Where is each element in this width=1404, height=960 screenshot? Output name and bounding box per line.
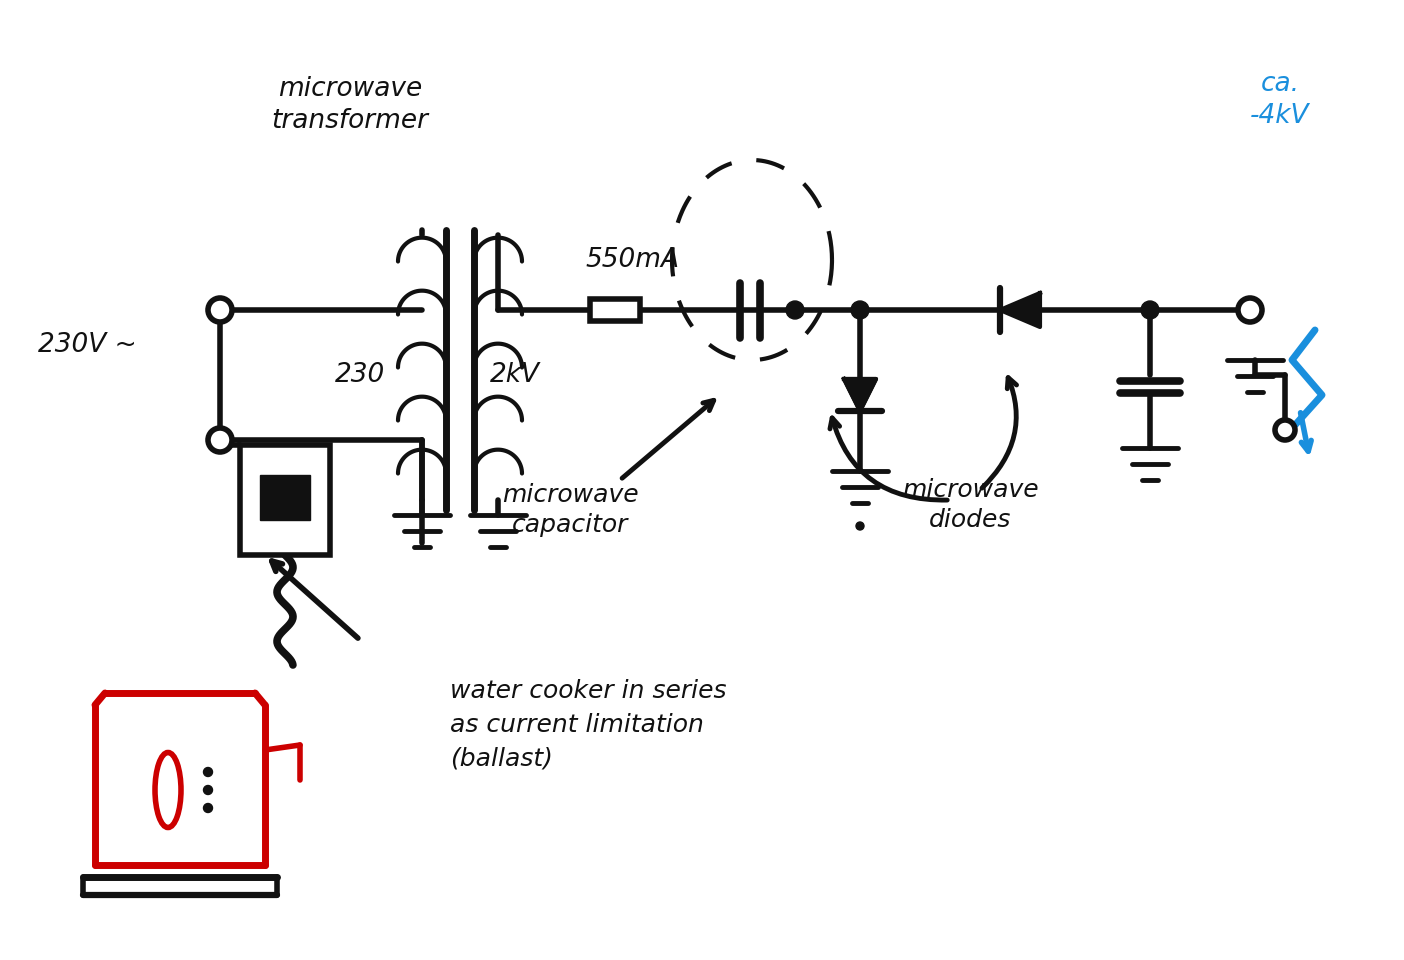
Ellipse shape xyxy=(154,753,181,828)
Circle shape xyxy=(208,298,232,322)
Polygon shape xyxy=(260,475,310,520)
Text: 230V ~: 230V ~ xyxy=(38,332,136,358)
Circle shape xyxy=(1275,420,1294,440)
Circle shape xyxy=(786,301,804,319)
Circle shape xyxy=(208,428,232,452)
Circle shape xyxy=(1141,301,1158,319)
Circle shape xyxy=(204,785,212,795)
Text: microwave
transformer: microwave transformer xyxy=(271,76,428,134)
Text: 230: 230 xyxy=(336,362,385,388)
Text: 2kV: 2kV xyxy=(490,362,541,388)
Bar xyxy=(240,445,330,555)
Text: 550mA: 550mA xyxy=(585,247,680,273)
Text: ca.
-4kV: ca. -4kV xyxy=(1250,71,1310,129)
Polygon shape xyxy=(844,379,876,411)
Circle shape xyxy=(856,522,863,530)
Circle shape xyxy=(851,301,869,319)
Circle shape xyxy=(204,804,212,812)
Bar xyxy=(590,299,640,321)
Circle shape xyxy=(204,767,212,777)
Circle shape xyxy=(1238,298,1262,322)
Polygon shape xyxy=(1000,293,1040,327)
Polygon shape xyxy=(844,379,876,411)
Text: water cooker in series
as current limitation
(ballast): water cooker in series as current limita… xyxy=(451,680,726,771)
Text: microwave
capacitor: microwave capacitor xyxy=(501,483,639,537)
Text: microwave
diodes: microwave diodes xyxy=(901,478,1039,532)
